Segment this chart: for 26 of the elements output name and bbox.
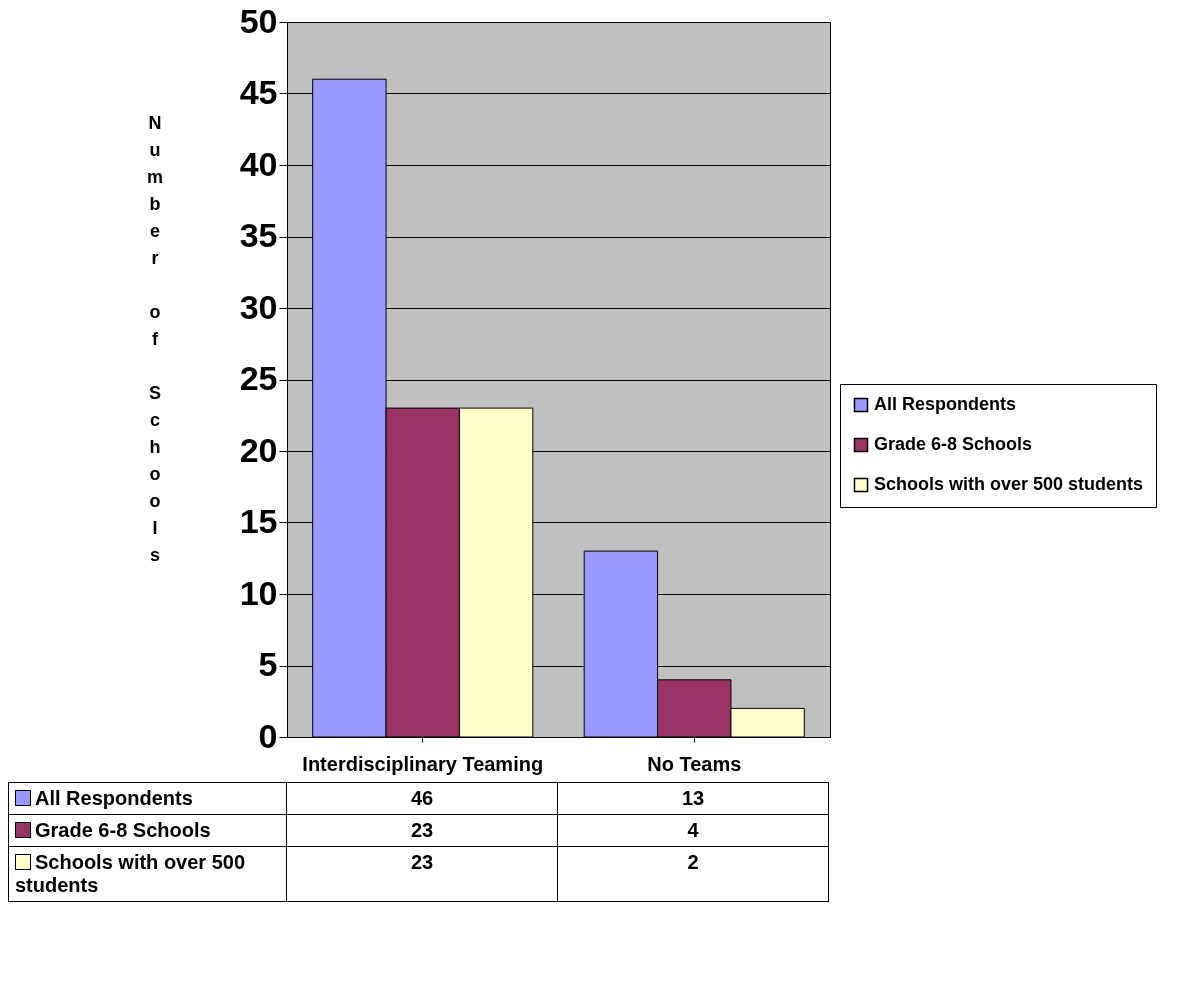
y-tick-label: 25 xyxy=(239,359,278,397)
y-tick-label: 45 xyxy=(239,73,278,111)
legend-label: Schools with over 500 students xyxy=(874,474,1144,494)
y-tick-label: 5 xyxy=(258,645,278,683)
y-tick-label: 20 xyxy=(239,430,278,469)
data-label: 13 xyxy=(557,782,829,815)
y-tick-label: 40 xyxy=(239,144,278,183)
text: Schools with over 500 students xyxy=(15,851,246,896)
y-tick-label: 50 xyxy=(239,1,278,40)
y-tick-label: 35 xyxy=(239,216,278,254)
x-tick-label: Interdisciplinary Teaming xyxy=(302,752,544,775)
data-label: 23 xyxy=(286,814,558,847)
data-label: 46 xyxy=(286,782,558,815)
data-label: 2 xyxy=(557,846,829,902)
y-tick-label: 10 xyxy=(239,573,278,612)
y-tick-label: 15 xyxy=(239,502,278,540)
y-tick-label: 30 xyxy=(239,287,278,326)
text: Grade 6-8 Schools xyxy=(35,819,211,841)
data-label: 4 xyxy=(557,814,829,847)
y-tick-label: 0 xyxy=(258,716,278,755)
legend-label: All Respondents xyxy=(8,782,287,815)
x-tick-label: No Teams xyxy=(647,752,742,775)
text: All Respondents xyxy=(874,394,1017,414)
legend-label: Grade 6-8 Schools xyxy=(874,434,1033,454)
text: Number of Schools xyxy=(146,113,163,565)
data-label: 23 xyxy=(286,846,558,902)
